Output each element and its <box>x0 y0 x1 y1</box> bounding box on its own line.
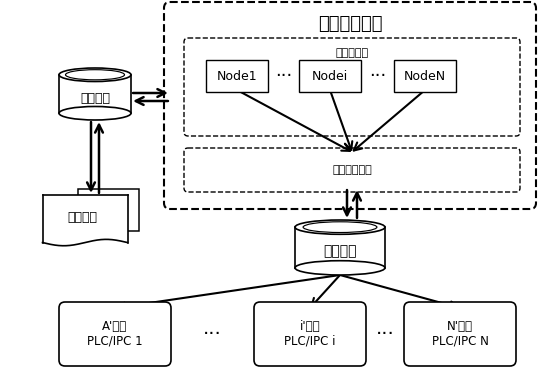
FancyBboxPatch shape <box>184 148 520 192</box>
Text: A'品牌
PLC/IPC 1: A'品牌 PLC/IPC 1 <box>87 320 143 348</box>
FancyBboxPatch shape <box>299 60 361 92</box>
Ellipse shape <box>59 106 131 120</box>
Text: NodeN: NodeN <box>404 70 446 83</box>
Ellipse shape <box>295 261 385 275</box>
Text: N'品牌
PLC/IPC N: N'品牌 PLC/IPC N <box>432 320 488 348</box>
Bar <box>43 195 128 243</box>
FancyBboxPatch shape <box>254 302 366 366</box>
Text: Node1: Node1 <box>216 70 258 83</box>
Text: 虚拟控制器: 虚拟控制器 <box>335 48 369 58</box>
Text: 数据交换软件: 数据交换软件 <box>318 15 382 33</box>
FancyBboxPatch shape <box>59 302 171 366</box>
Text: 数据通信模块: 数据通信模块 <box>332 165 372 175</box>
FancyBboxPatch shape <box>404 302 516 366</box>
Text: 组态软件: 组态软件 <box>67 210 97 223</box>
FancyBboxPatch shape <box>184 38 520 136</box>
Text: ···: ··· <box>203 324 222 344</box>
FancyBboxPatch shape <box>206 60 268 92</box>
Bar <box>78 189 139 231</box>
Text: Nodei: Nodei <box>312 70 348 83</box>
Ellipse shape <box>295 220 385 234</box>
Bar <box>59 75 131 113</box>
Ellipse shape <box>59 68 131 81</box>
Text: ···: ··· <box>376 324 395 344</box>
FancyBboxPatch shape <box>164 2 536 209</box>
FancyBboxPatch shape <box>394 60 456 92</box>
Text: i'品牌
PLC/IPC i: i'品牌 PLC/IPC i <box>284 320 336 348</box>
Text: ···: ··· <box>369 67 386 85</box>
Text: 共享内存: 共享内存 <box>323 245 357 258</box>
Bar <box>295 227 385 268</box>
Text: ···: ··· <box>275 67 292 85</box>
Text: 共享内存: 共享内存 <box>80 91 110 104</box>
